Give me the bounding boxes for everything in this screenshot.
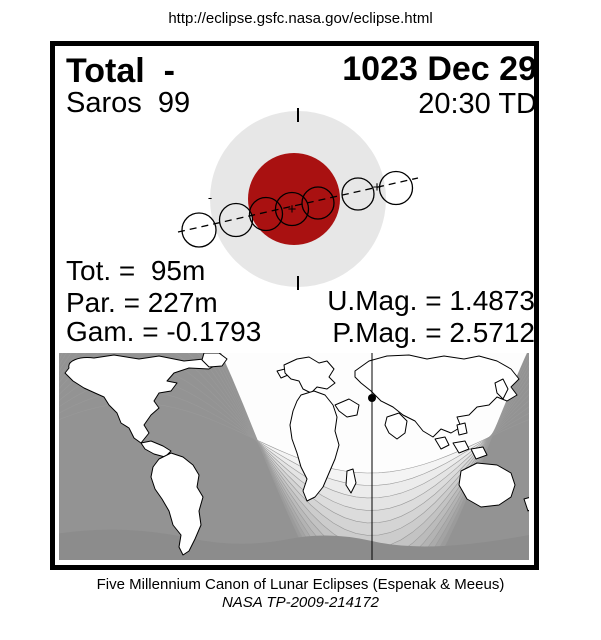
svg-text:+: + [288, 201, 297, 218]
svg-text:+: + [373, 179, 382, 196]
svg-text:-: - [208, 190, 212, 205]
